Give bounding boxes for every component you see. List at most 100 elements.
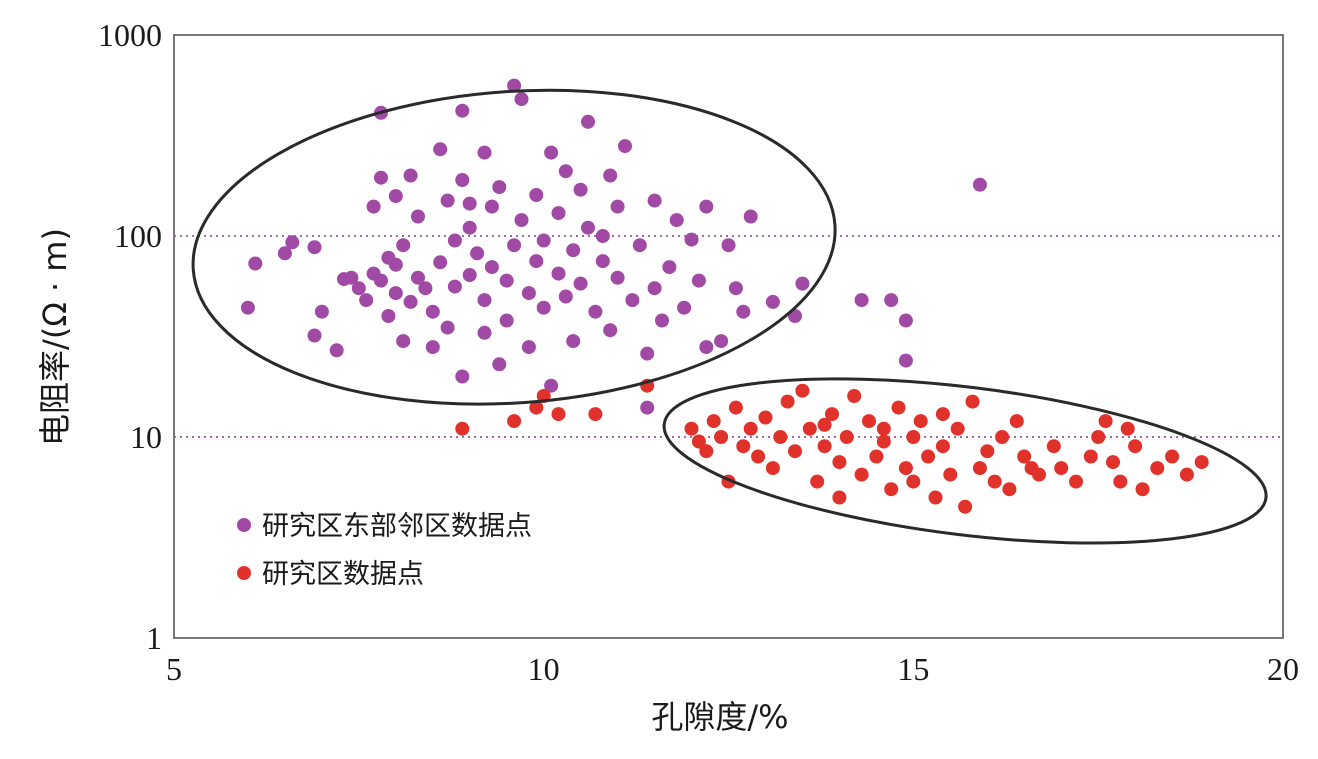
study-point-16 (751, 449, 766, 464)
study-point-62 (1106, 455, 1120, 470)
east-point-35 (447, 279, 462, 294)
y-axis-label: 电阻率/(Ω · m) (36, 228, 74, 446)
cluster-ellipses (191, 88, 1268, 545)
y-tick-label-1: 10 (130, 419, 162, 455)
legend-label-study: 研究区数据点 (262, 559, 424, 590)
east-point-32 (440, 320, 455, 335)
east-point-10 (351, 281, 366, 296)
east-point-45 (484, 260, 499, 275)
east-point-0 (240, 300, 255, 315)
east-point-95 (743, 209, 758, 224)
east-point-87 (677, 300, 692, 315)
east-point-37 (455, 173, 470, 187)
east-point-46 (492, 357, 507, 372)
east-point-29 (425, 340, 440, 355)
east-point-50 (507, 78, 522, 93)
study-point-27 (832, 455, 847, 470)
x-tick-label-3: 20 (1267, 651, 1299, 687)
east-point-82 (647, 193, 662, 208)
study-point-66 (1135, 482, 1150, 497)
east-point-77 (610, 270, 625, 285)
east-point-18 (381, 309, 396, 323)
study-point-32 (862, 414, 876, 429)
east-point-109 (462, 196, 477, 211)
east-point-2 (277, 246, 292, 261)
east-point-13 (366, 199, 381, 214)
study-point-31 (854, 467, 869, 482)
study-point-60 (1091, 430, 1106, 444)
east-point-64 (558, 289, 573, 304)
east-point-43 (477, 145, 492, 160)
study-point-58 (1069, 474, 1083, 489)
x-tick-label-2: 15 (897, 651, 929, 687)
study-point-53 (1009, 414, 1024, 429)
x-axis-ticks: 5 10 15 20 (166, 651, 1299, 687)
east-point-53 (514, 213, 529, 228)
study-point-45 (950, 421, 965, 436)
study-point-19 (773, 430, 788, 444)
study-point-72 (876, 421, 891, 436)
east-point-30 (433, 142, 448, 157)
east-point-36 (455, 103, 470, 118)
study-point-8 (691, 434, 706, 449)
east-point-85 (662, 260, 677, 275)
east-point-16 (374, 273, 388, 288)
y-tick-label-0: 1 (146, 620, 162, 656)
study-point-70 (1194, 455, 1209, 470)
east-point-38 (455, 369, 470, 384)
east-point-88 (684, 232, 699, 247)
east-point-65 (558, 164, 573, 179)
east-point-55 (521, 340, 536, 355)
east-point-90 (699, 199, 714, 214)
east-point-91 (699, 340, 714, 355)
east-point-47 (492, 180, 507, 195)
east-point-6 (314, 304, 329, 319)
cluster-ellipse-1 (662, 377, 1268, 545)
study-point-71 (1024, 461, 1039, 476)
east-point-104 (972, 177, 987, 192)
study-point-33 (869, 449, 884, 464)
study-point-35 (884, 482, 899, 497)
study-point-40 (913, 414, 928, 429)
east-point-52 (514, 92, 529, 107)
study-point-14 (736, 439, 751, 454)
data-points (240, 78, 1209, 514)
study-point-7 (684, 421, 699, 436)
east-point-103 (898, 353, 913, 368)
study-point-67 (1150, 461, 1165, 476)
study-point-23 (802, 421, 817, 436)
east-point-92 (714, 334, 729, 349)
east-point-23 (396, 334, 411, 349)
east-point-61 (544, 378, 559, 393)
east-point-59 (536, 233, 551, 248)
study-point-52 (1002, 482, 1017, 497)
study-point-42 (928, 490, 943, 505)
cluster-ellipse-0 (191, 88, 837, 406)
east-point-67 (566, 334, 581, 349)
legend: 研究区东部邻区数据点 研究区数据点 (237, 511, 532, 590)
legend-label-east: 研究区东部邻区数据点 (262, 511, 532, 542)
east-point-76 (610, 199, 625, 214)
y-tick-label-3: 1000 (98, 17, 162, 53)
study-point-39 (906, 474, 921, 489)
east-point-105 (640, 400, 655, 415)
east-point-63 (551, 206, 566, 221)
east-point-107 (403, 294, 418, 309)
east-point-106 (477, 325, 492, 340)
east-point-34 (447, 233, 462, 248)
east-point-81 (640, 346, 655, 361)
legend-swatch-study (237, 566, 251, 580)
east-point-100 (854, 293, 869, 308)
east-point-60 (544, 145, 559, 160)
study-point-18 (765, 461, 780, 476)
study-point-61 (1098, 414, 1113, 429)
study-point-10 (706, 414, 721, 429)
study-point-41 (921, 449, 936, 464)
east-point-108 (595, 229, 610, 243)
east-point-48 (499, 273, 514, 288)
east-point-19 (388, 189, 403, 204)
east-point-5 (307, 328, 322, 343)
study-point-51 (995, 430, 1010, 444)
east-point-9 (344, 270, 359, 285)
